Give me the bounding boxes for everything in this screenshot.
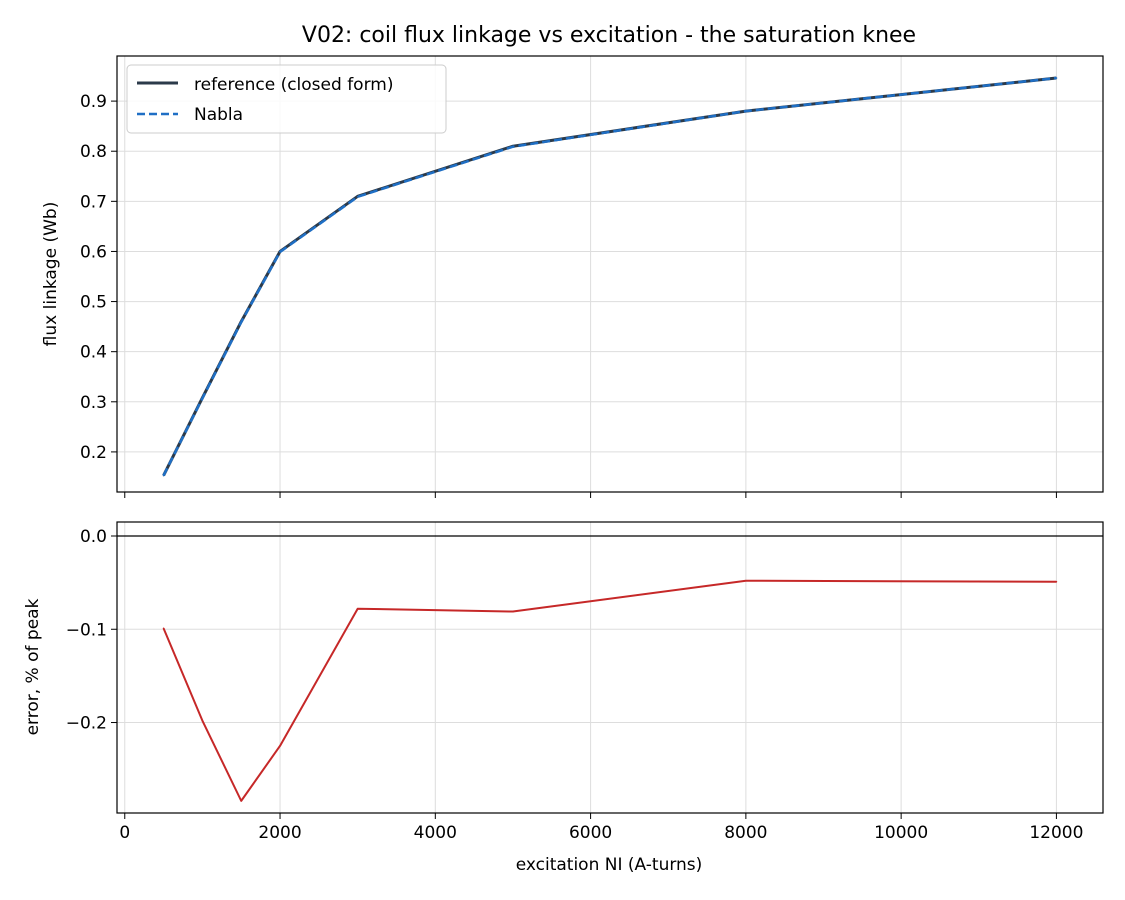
bottom-series-line-0 xyxy=(162,579,1057,802)
top-y-tick-label-0-9: 0.9 xyxy=(80,92,107,112)
top-plot-frame xyxy=(116,55,1104,493)
top-point-nabla-500 xyxy=(162,474,165,477)
top-y-tick-label-0-2: 0.2 xyxy=(80,443,107,463)
bottom-x-ticks: 0 2000 4000 6000 8000 10000 12000 xyxy=(119,813,1083,843)
top-y-ticks: 0.2 0.3 0.4 0.5 0.6 0.7 0.8 0.9 xyxy=(80,92,117,463)
top-series-group xyxy=(162,76,1058,477)
bottom-x-tick-label-12000: 12000 xyxy=(1029,823,1083,843)
bottom-x-tick-10000: 10000 xyxy=(874,813,928,843)
top-y-tick-0-6: 0.6 xyxy=(80,242,117,262)
bottom-y-axis-label: error, % of peak xyxy=(23,598,43,735)
bottom-series-group xyxy=(162,579,1058,802)
top-y-tick-0-7: 0.7 xyxy=(80,192,117,212)
top-y-tick-0-2: 0.2 xyxy=(80,443,117,463)
top-y-tick-0-9: 0.9 xyxy=(80,92,117,112)
top-point-nabla-3000 xyxy=(356,196,359,198)
bottom-point-0-12000 xyxy=(1055,580,1058,583)
bottom-point-0-8000 xyxy=(745,579,747,582)
top-y-tick-label-0-7: 0.7 xyxy=(80,192,107,212)
bottom-x-tick-label-0: 0 xyxy=(119,823,130,843)
top-y-axis-label: flux linkage (Wb) xyxy=(41,202,61,347)
top-point-nabla-5000 xyxy=(512,145,514,148)
bottom-x-tick-0: 0 xyxy=(119,813,130,843)
top-series-line-nabla xyxy=(162,76,1057,477)
bottom-x-tick-4000: 4000 xyxy=(414,813,457,843)
bottom-y-tick-label-0: 0.0 xyxy=(80,527,107,547)
top-y-tick-label-0-6: 0.6 xyxy=(80,242,107,262)
bottom-point-0-3000 xyxy=(356,607,359,610)
bottom-y-ticks: 0.0 −0.1 −0.2 xyxy=(66,527,117,734)
top-y-tick-label-0-8: 0.8 xyxy=(80,142,107,162)
bottom-x-tick-12000: 12000 xyxy=(1029,813,1083,843)
top-y-tick-label-0-5: 0.5 xyxy=(80,293,107,313)
bottom-y-tick-0-2: −0.2 xyxy=(66,714,117,734)
legend-label-reference: reference (closed form) xyxy=(194,75,393,95)
legend: reference (closed form) Nabla xyxy=(126,64,447,134)
bottom-point-0-1000 xyxy=(201,719,204,722)
top-y-tick-label-0-3: 0.3 xyxy=(80,393,107,413)
bottom-x-axis-label: excitation NI (A-turns) xyxy=(516,855,703,875)
top-point-nabla-1500 xyxy=(240,321,243,323)
bottom-x-tick-label-10000: 10000 xyxy=(874,823,928,843)
bottom-point-0-5000 xyxy=(512,610,514,613)
top-y-tick-0-5: 0.5 xyxy=(80,293,117,313)
bottom-y-tick-label-0-2: −0.2 xyxy=(66,714,107,734)
top-panel: 0.2 0.3 0.4 0.5 0.6 0.7 0.8 0.9 flux linkage (W… xyxy=(41,55,1104,498)
bottom-point-0-1500 xyxy=(240,800,243,802)
bottom-x-tick-8000: 8000 xyxy=(724,813,767,843)
bottom-x-tick-label-6000: 6000 xyxy=(569,823,612,843)
top-y-tick-0-8: 0.8 xyxy=(80,142,117,162)
bottom-point-0-500 xyxy=(162,627,165,630)
legend-label-nabla: Nabla xyxy=(194,105,243,125)
bottom-y-tick-0: 0.0 xyxy=(80,527,117,547)
bottom-x-tick-label-2000: 2000 xyxy=(258,823,301,843)
top-y-tick-0-4: 0.4 xyxy=(80,343,117,363)
bottom-x-tick-6000: 6000 xyxy=(569,813,612,843)
bottom-x-tick-2000: 2000 xyxy=(258,813,302,843)
bottom-panel: 0 2000 4000 6000 8000 10000 12000 0.0−0.1−0.2 … xyxy=(23,521,1104,875)
legend-box xyxy=(126,64,447,134)
bottom-x-tick-label-4000: 4000 xyxy=(414,823,457,843)
bottom-plot-frame xyxy=(116,521,1104,814)
top-point-nabla-8000 xyxy=(745,110,747,112)
top-point-nabla-1000 xyxy=(201,397,204,400)
bottom-y-tick-label-0-1: −0.1 xyxy=(66,620,107,640)
top-y-tick-label-0-4: 0.4 xyxy=(80,343,107,363)
bottom-y-tick-0-1: −0.1 xyxy=(66,620,117,640)
top-point-nabla-12000 xyxy=(1055,77,1058,79)
top-x-ticks xyxy=(124,492,1057,498)
chart-title: V02: coil flux linkage vs excitation - t… xyxy=(302,23,916,48)
bottom-x-tick-label-8000: 8000 xyxy=(724,823,767,843)
top-y-tick-0-3: 0.3 xyxy=(80,393,117,413)
top-point-nabla-2000 xyxy=(279,251,281,253)
bottom-point-0-2000 xyxy=(279,745,281,747)
